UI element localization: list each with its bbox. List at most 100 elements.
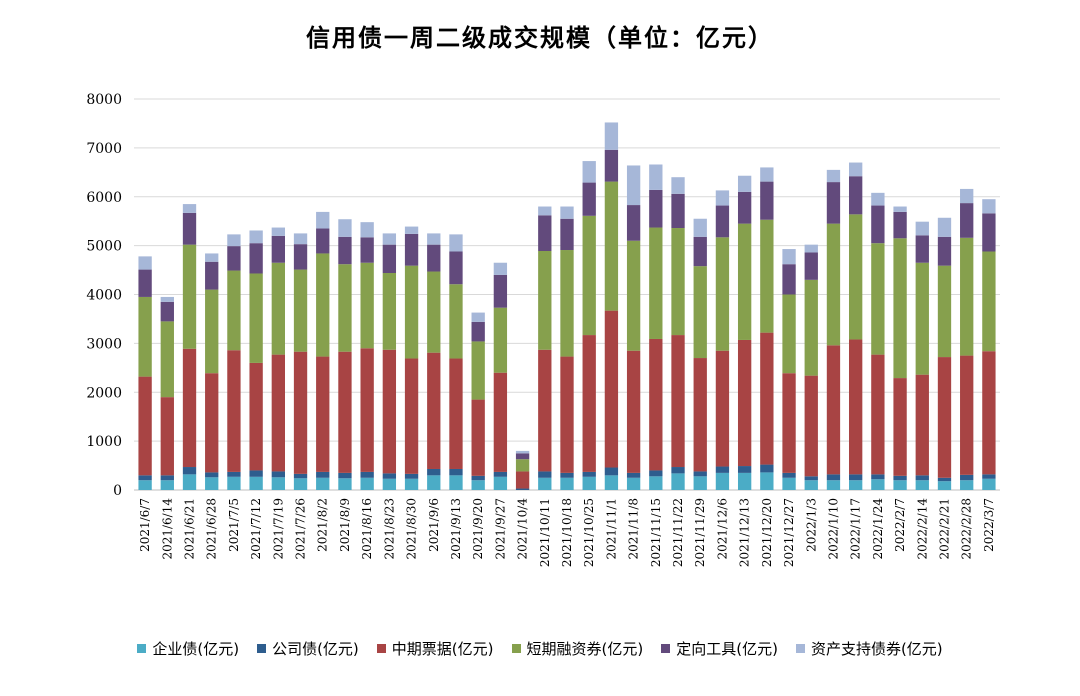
y-tick-label: 7000	[86, 141, 122, 157]
bar-segment	[338, 478, 352, 490]
bar-segment	[826, 169, 841, 183]
bar-segment	[316, 211, 330, 229]
x-tick-label: 2021/10/11	[538, 498, 552, 567]
x-tick-label: 2021/7/12	[249, 498, 263, 560]
legend-label: 中期票据(亿元)	[391, 640, 494, 658]
legend-item: 公司债(亿元)	[257, 638, 359, 659]
bar-segment	[782, 477, 796, 490]
bar-segment	[849, 474, 863, 481]
bar-segment	[316, 477, 330, 490]
bar-segment	[404, 473, 419, 479]
bar-segment	[471, 475, 485, 481]
bar-segment	[382, 473, 397, 479]
bar-segment	[937, 265, 952, 358]
bar-segment	[715, 466, 730, 473]
bar-segment	[960, 237, 974, 356]
legend-label: 短期融资券(亿元)	[526, 640, 644, 658]
bar-segment	[871, 354, 885, 475]
bar-segment	[915, 475, 929, 481]
bar-segment	[760, 167, 774, 182]
bar-segment	[915, 374, 929, 476]
bar-segment	[782, 249, 796, 265]
bar-segment	[982, 478, 996, 490]
bar-segment	[626, 477, 641, 490]
bar-segment	[360, 222, 374, 238]
bar-segment	[360, 237, 374, 263]
bar-segment	[893, 211, 907, 239]
bar-segment	[182, 204, 197, 213]
bar-segment	[404, 226, 419, 234]
bar-segment	[205, 289, 219, 374]
y-tick-label: 3000	[86, 336, 122, 352]
bar-segment	[693, 236, 707, 267]
x-tick-label: 2021/12/13	[738, 498, 752, 567]
bar-segment	[360, 262, 374, 349]
bar-segment	[249, 273, 263, 363]
legend-item: 中期票据(亿元)	[376, 638, 494, 659]
bar-segment	[804, 279, 818, 376]
bar-segment	[582, 335, 596, 472]
x-tick-label: 2021/6/28	[205, 498, 219, 560]
bar-segment	[382, 244, 397, 273]
bar-segment	[671, 228, 685, 336]
x-tick-label: 2021/11/15	[649, 498, 663, 567]
bar-segment	[804, 244, 818, 253]
bar-segment	[937, 217, 952, 237]
bar-segment	[582, 476, 596, 490]
bar-segment	[493, 372, 508, 472]
bar-segment	[471, 399, 485, 476]
bar-segment	[693, 471, 707, 477]
bar-segment	[316, 356, 330, 472]
bar-segment	[849, 176, 863, 215]
bar-segment	[182, 244, 197, 349]
bar-segment	[471, 312, 485, 322]
y-tick-label: 8000	[86, 92, 122, 108]
bar-segment	[626, 165, 641, 206]
bar-segment	[227, 350, 241, 472]
bar-segment	[404, 358, 419, 474]
legend-swatch	[661, 644, 671, 653]
bar-segment	[160, 321, 174, 398]
x-tick-label: 2022/1/17	[849, 498, 863, 560]
bar-segment	[582, 182, 596, 216]
bar-segment	[427, 352, 441, 469]
x-tick-label: 2021/7/5	[227, 498, 241, 552]
bar-segment	[338, 351, 352, 473]
bar-segment	[138, 296, 152, 377]
bar-segment	[515, 471, 530, 489]
bar-segment	[538, 477, 552, 490]
bar-segment	[338, 219, 352, 237]
x-tick-label: 2021/9/13	[449, 498, 463, 560]
bar-segment	[626, 350, 641, 473]
bar-segment	[782, 264, 796, 295]
bar-segment	[427, 475, 441, 490]
bar-segment	[715, 190, 730, 206]
bar-segment	[982, 199, 996, 214]
bar-segment	[160, 480, 174, 490]
bar-segment	[649, 164, 663, 190]
bar-segment	[915, 480, 929, 490]
bar-segment	[582, 471, 596, 477]
bar-segment	[449, 284, 463, 359]
bar-segment	[960, 203, 974, 238]
bar-segment	[249, 243, 263, 274]
legend-swatch	[795, 644, 805, 653]
bar-segment	[982, 474, 996, 479]
x-tick-label: 2021/7/19	[271, 498, 285, 560]
bar-segment	[715, 472, 730, 490]
bar-segment	[760, 464, 774, 473]
bar-segment	[604, 122, 619, 150]
legend-label: 资产支持债券(亿元)	[810, 640, 943, 658]
bar-segment	[160, 296, 174, 302]
bar-segment	[649, 189, 663, 228]
y-tick-label: 5000	[86, 239, 122, 255]
bar-segment	[604, 467, 619, 476]
bar-segment	[271, 235, 285, 263]
bar-segment	[538, 215, 552, 252]
bar-segment	[160, 475, 174, 481]
bar-segment	[715, 205, 730, 238]
bar-segment	[316, 471, 330, 478]
bar-segment	[271, 262, 285, 355]
bar-segment	[449, 358, 463, 469]
bar-segment	[560, 250, 574, 357]
